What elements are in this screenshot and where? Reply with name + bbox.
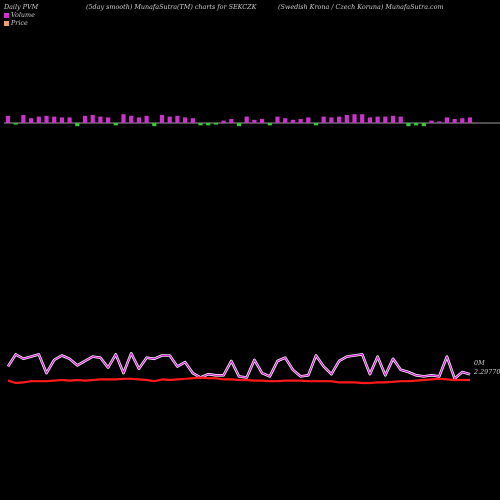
volume-bar [183,117,188,123]
volume-bar [221,120,226,123]
volume-bar [229,119,234,123]
volume-bar [29,118,34,123]
volume-line [7,352,471,380]
volume-bar [414,123,419,126]
volume-bar [136,117,141,123]
volume-bar [383,116,388,123]
volume-bar [429,120,434,123]
volume-bar [275,116,280,123]
volume-bar [121,114,126,123]
volume-bar [329,117,334,123]
legend-volume-label: Volume [11,11,35,19]
price-line-group [7,376,470,385]
volume-bar [67,117,72,123]
volume-bar [437,121,442,123]
volume-bar [390,115,396,123]
volume-bar [344,115,349,123]
price-last-label: 2.29770 [474,368,500,376]
volume-bar [159,115,165,123]
price-line [7,376,470,385]
volume-bar [82,115,88,123]
volume-bar [206,123,211,126]
volume-bar [144,115,149,123]
volume-bar [236,123,242,127]
volume-bar [44,115,49,123]
volume-bar [190,118,195,123]
volume-bar [306,117,311,123]
volume-bar [244,116,249,123]
volume-bar [98,116,103,123]
volume-bar [444,117,449,123]
volume-bar [198,123,203,126]
chart-header-middle: (5day smooth) MunafaSutra(TM) charts for… [86,3,257,11]
volume-bar [59,117,64,123]
volume-bar [167,116,172,123]
volume-bar [106,117,111,123]
volume-bar [129,115,134,123]
volume-bar [298,119,303,123]
volume-bar [267,123,272,126]
volume-bar [260,119,265,123]
volume-bar [21,115,26,123]
volume-bar [421,123,426,127]
volume-bar [36,116,41,123]
volume-bar [252,119,257,123]
volume-last-label: 0M [474,359,485,367]
volume-bar [283,118,288,123]
volume-bar [290,119,295,123]
volume-bar [360,114,365,123]
legend-price: Price [4,19,28,27]
volume-bar [5,115,11,123]
volume-bar [113,123,118,126]
legend-volume: Volume [4,11,35,19]
volume-bar [452,119,457,123]
volume-bar [375,116,380,123]
volume-bar [52,116,57,123]
volume-bar [467,117,473,123]
volume-bar [398,116,403,123]
volume-bar [352,114,357,123]
chart-header-right: (Swedish Krona / Czech Koruna) MunafaSut… [278,3,444,11]
volume-bars [5,114,473,127]
volume-bar [90,115,95,123]
volume-bar [75,123,80,127]
volume-bar [367,117,372,123]
volume-bar [337,116,342,123]
volume-bar [213,123,218,125]
volume-bar [313,123,319,126]
legend-price-label: Price [11,19,28,27]
volume-bar [321,116,326,123]
legend-volume-swatch [4,12,9,18]
volume-bar [152,123,157,127]
volume-line-group [6,351,471,380]
legend-price-swatch [4,20,9,26]
volume-bar [460,118,465,123]
volume-bar [13,123,18,125]
chart-header-left: Daily PVM [4,3,39,11]
volume-bar [175,115,180,123]
volume-bar [406,123,411,127]
